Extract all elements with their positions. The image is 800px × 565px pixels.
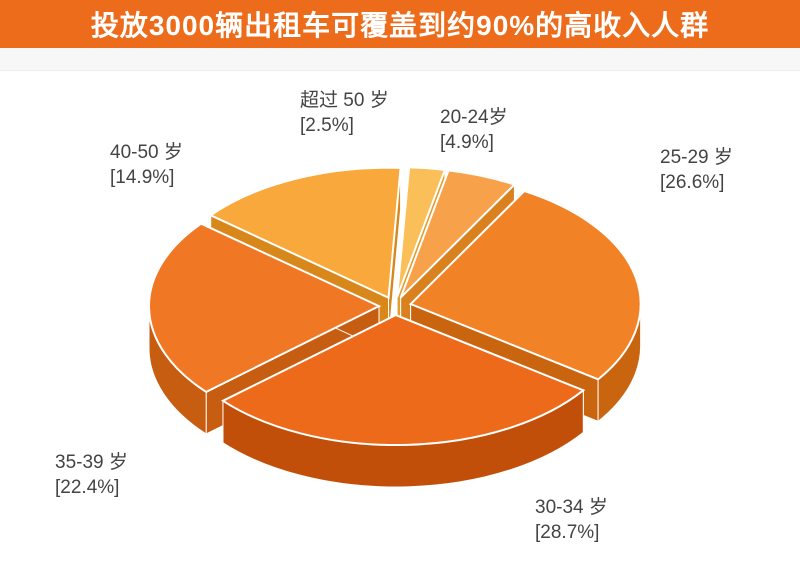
slice-label-value: [14.9%] [110,166,183,191]
slice-label-value: [4.9%] [440,131,508,156]
slice-label-name: 20-24岁 [440,106,508,131]
slice-label-value: [22.4%] [55,476,128,501]
chart-header: 投放3000辆出租车可覆盖到约90%的高收入人群 [0,0,800,48]
slice-label-name: 35-39 岁 [55,451,128,476]
slice-label-name: 超过 50 岁 [300,89,389,114]
chart-stage: 20-24岁[4.9%] 25-29 岁[26.6%] 30-34 岁[28.7%]… [0,71,800,565]
toolbar-ghost [0,48,800,71]
slice-label: 25-29 岁[26.6%] [660,146,733,195]
slice-label: 20-24岁[4.9%] [440,106,508,155]
slice-label: 超过 50 岁[2.5%] [300,89,389,138]
slice-label: 30-34 岁[28.7%] [535,496,608,545]
slice-label: 35-39 岁[22.4%] [55,451,128,500]
slice-label-name: 40-50 岁 [110,141,183,166]
slice-label-name: 30-34 岁 [535,496,608,521]
slice-label-value: [26.6%] [660,171,733,196]
slice-label: 40-50 岁[14.9%] [110,141,183,190]
slice-label-name: 25-29 岁 [660,146,733,171]
chart-title: 投放3000辆出租车可覆盖到约90%的高收入人群 [91,4,709,44]
slice-label-value: [28.7%] [535,521,608,546]
slice-label-value: [2.5%] [300,114,389,139]
